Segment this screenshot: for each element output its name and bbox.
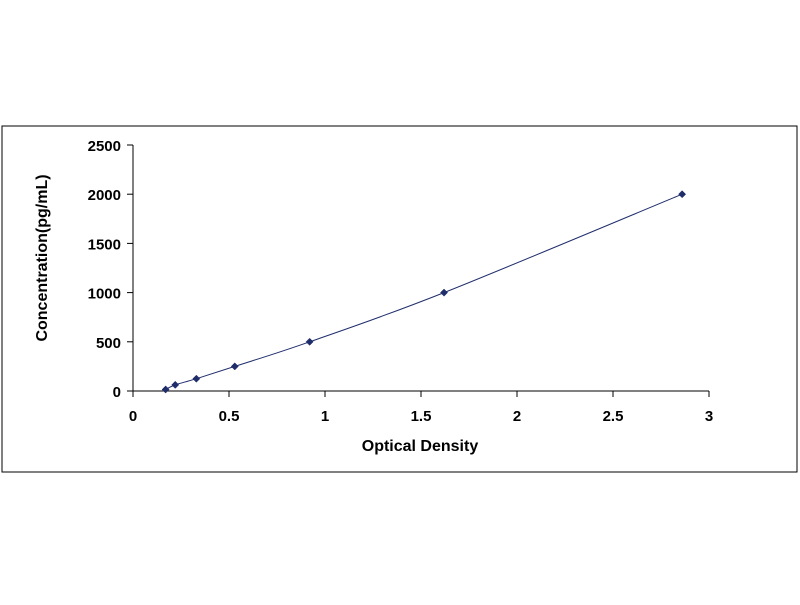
chart-outer-border [1,125,798,473]
x-tick-label: 1 [321,408,329,425]
x-tick-label: 0 [129,408,137,425]
y-tick-label: 500 [96,335,121,352]
data-point-6 [440,288,448,297]
x-tick-label: 2.5 [603,408,624,425]
x-axis-title: Optical Density [362,438,479,455]
tick-marks [127,144,710,397]
x-tick-label: 0.5 [219,408,240,425]
data-points-layer [161,190,687,394]
data-point-2 [171,380,180,389]
y-tick-label: 2500 [88,138,121,155]
data-point-4 [230,362,239,371]
y-tick-label: 1000 [88,286,121,303]
data-point-5 [305,337,314,346]
x-tick-labels: 0 0.5 1 1.5 2 2.5 3 [129,408,713,425]
data-point-3 [192,374,201,383]
x-tick-label: 3 [705,408,713,425]
data-point-1 [161,385,170,394]
y-tick-label: 2000 [88,187,121,204]
y-axis-title: Concentration(pg/mL) [34,174,51,341]
data-point-7 [678,190,687,199]
x-tick-label: 2 [513,408,521,425]
y-tick-label: 0 [113,384,121,401]
y-tick-labels: 0 500 1000 1500 2000 2500 [88,138,121,401]
x-tick-label: 1.5 [411,408,432,425]
y-tick-label: 1500 [88,236,121,253]
